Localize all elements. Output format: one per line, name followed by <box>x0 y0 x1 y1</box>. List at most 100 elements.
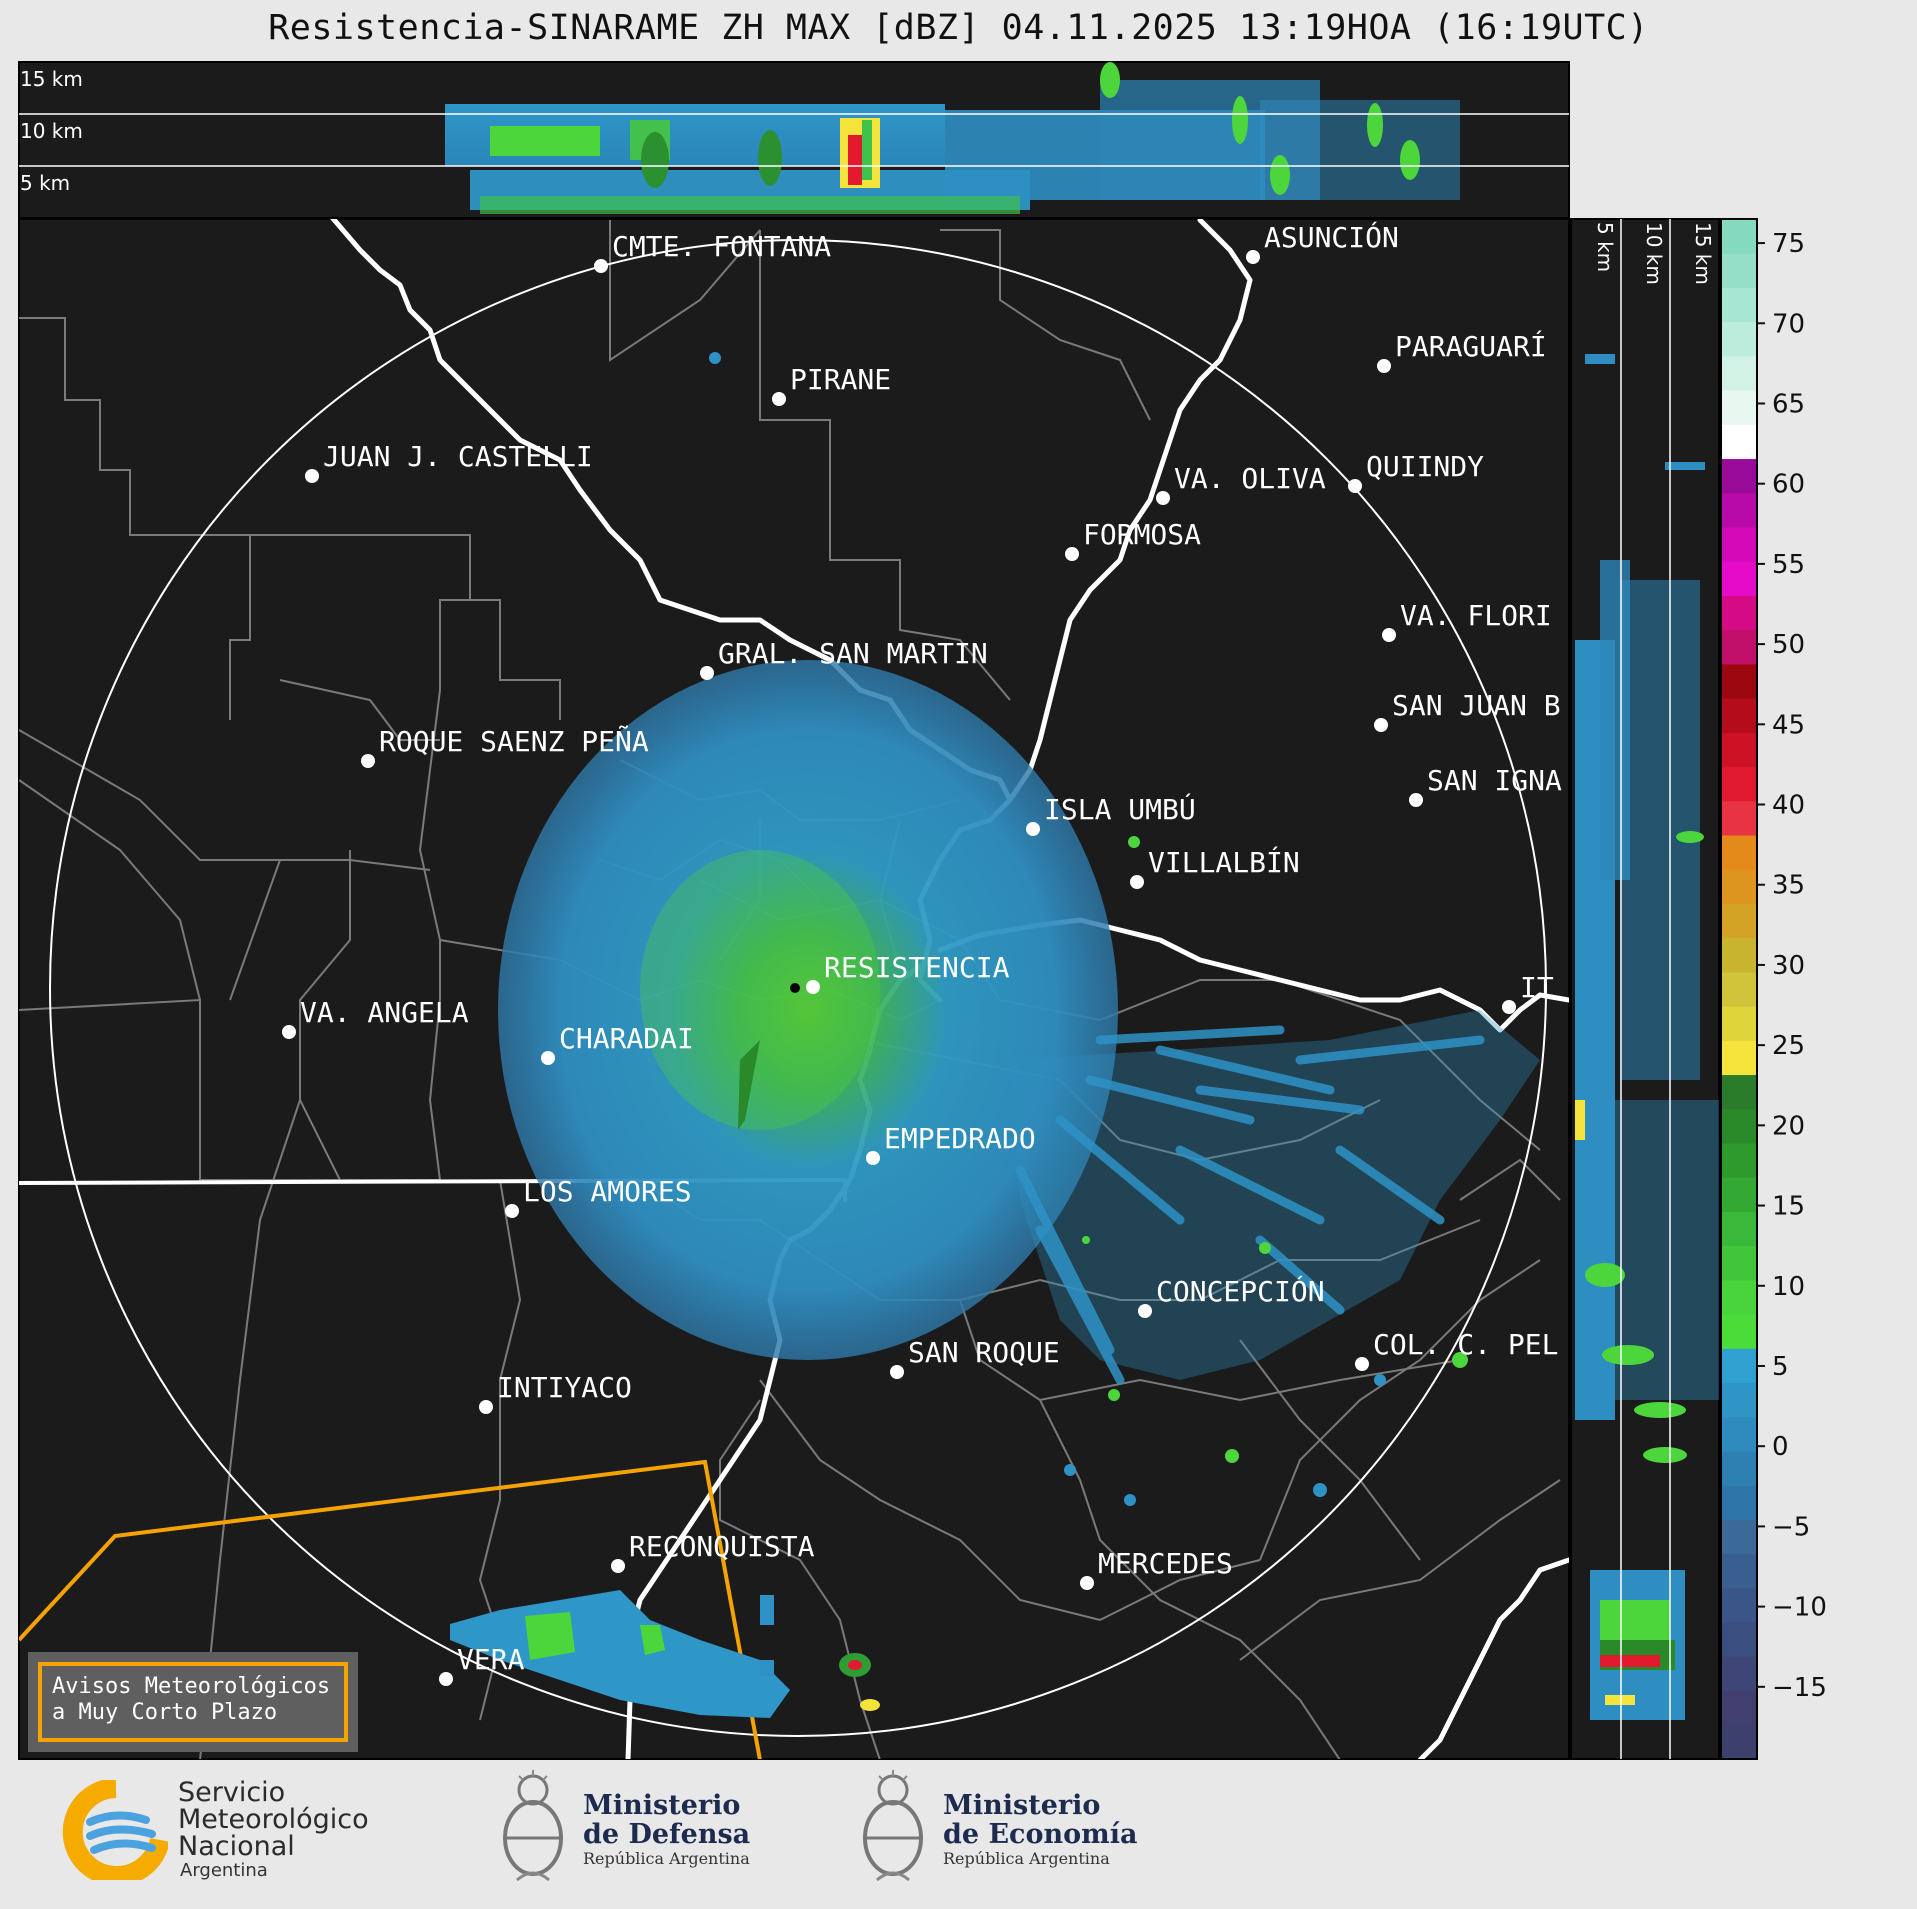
city-va-flori: VA. FLORI <box>1382 599 1552 642</box>
colorbar-bin <box>1721 458 1757 494</box>
city-dot <box>1080 1576 1094 1590</box>
colorbar-bin <box>1721 1177 1757 1212</box>
city-quiindy: QUIINDY <box>1348 450 1484 493</box>
colorbar-tick-label: −15 <box>1772 1673 1827 1703</box>
city-label: PARAGUARÍ <box>1395 329 1547 363</box>
city-dot <box>305 469 319 483</box>
city-dot <box>772 392 786 406</box>
colorbar-bin <box>1721 1279 1757 1315</box>
warning-line-1: Avisos Meteorológicos <box>52 1674 331 1699</box>
economia-sub: República Argentina <box>943 1849 1110 1868</box>
city-markers: CMTE. FONTANA ASUNCIÓN PIRANE PARAGUARÍ JUAN… <box>282 220 1562 1686</box>
colorbar-bin <box>1721 732 1757 768</box>
colorbar-bin <box>1721 1382 1757 1418</box>
colorbar-bin <box>1721 663 1757 699</box>
city-label: VA. OLIVA <box>1174 462 1326 495</box>
city-formosa: FORMOSA <box>1065 518 1201 561</box>
city-dot <box>866 1151 880 1165</box>
city-charadai: CHARADAI <box>541 1022 694 1065</box>
city-va-angela: VA. ANGELA <box>282 996 469 1039</box>
colorbar-bin <box>1721 1074 1757 1110</box>
top-label-10km: 10 km <box>20 119 83 143</box>
colorbar-tick-label: 10 <box>1772 1272 1805 1302</box>
city-dot <box>1026 822 1040 836</box>
top-label-15km: 15 km <box>20 67 83 91</box>
city-dot <box>1065 547 1079 561</box>
city-label: RECONQUISTA <box>629 1530 815 1563</box>
city-intiyaco: INTIYACO <box>479 1371 632 1414</box>
city-label: COL. C. PEL <box>1373 1328 1558 1361</box>
colorbar-tick-label: −5 <box>1772 1512 1810 1542</box>
national-coat-of-arms-icon <box>863 1770 923 1882</box>
colorbar-bin <box>1721 527 1757 562</box>
colorbar-bin <box>1721 1587 1757 1623</box>
city-isla-umbú: ISLA UMBÚ <box>1026 792 1196 836</box>
colorbar-tick-label: 5 <box>1772 1352 1789 1382</box>
national-coat-of-arms-icon <box>503 1770 563 1882</box>
city-san-roque: SAN ROQUE <box>890 1336 1060 1379</box>
city-label: RESISTENCIA <box>824 951 1010 984</box>
city-dot <box>1348 479 1362 493</box>
top-cross-section-panel: 15 km 10 km 5 km <box>18 61 1570 219</box>
defensa-line-1: Ministerio <box>583 1790 741 1821</box>
city-it: IT <box>1502 971 1554 1014</box>
city-label: VA. FLORI <box>1400 599 1552 632</box>
city-label: PIRANE <box>790 363 891 396</box>
colorbar-bin <box>1721 424 1757 460</box>
colorbar-bin <box>1721 1006 1757 1041</box>
colorbar-tick-label: 25 <box>1772 1031 1805 1061</box>
city-los-amores: LOS AMORES <box>505 1175 692 1218</box>
warning-polygon <box>19 1459 762 1759</box>
colorbar-bin <box>1721 219 1757 254</box>
city-label: ISLA UMBÚ <box>1044 792 1196 826</box>
city-roque-saenz-peña: ROQUE SAENZ PEÑA <box>361 724 649 768</box>
city-vera: VERA <box>439 1643 525 1686</box>
colorbar-tick-label: 40 <box>1772 791 1805 821</box>
radar-echoes <box>450 352 1540 1718</box>
city-label: CMTE. FONTANA <box>612 230 831 263</box>
colorbar-bin <box>1721 698 1757 733</box>
city-label: CHARADAI <box>559 1022 694 1055</box>
colorbar-bin <box>1721 1314 1757 1349</box>
city-label: MERCEDES <box>1098 1547 1233 1580</box>
radar-site-marker <box>790 983 800 993</box>
colorbar-bin <box>1721 1622 1757 1657</box>
city-asunción: ASUNCIÓN <box>1246 220 1399 264</box>
smn-logo: Servicio Meteorológico Nacional Argentin… <box>56 1770 369 1890</box>
colorbar-bin <box>1721 1348 1757 1384</box>
city-dot <box>1130 875 1144 889</box>
city-label: ROQUE SAENZ PEÑA <box>379 724 649 758</box>
colorbar-bin <box>1721 595 1757 631</box>
city-empedrado: EMPEDRADO <box>866 1122 1036 1165</box>
ministerio-defensa-logo: Ministerio de Defensa República Argentin… <box>495 1770 750 1890</box>
city-resistencia: RESISTENCIA <box>806 951 1010 994</box>
colorbar-bin <box>1721 1656 1757 1692</box>
colorbar-tick-label: 50 <box>1772 630 1805 660</box>
page-title: Resistencia-SINARAME ZH MAX [dBZ] 04.11.… <box>268 8 1649 48</box>
city-label: JUAN J. CASTELLI <box>323 440 593 473</box>
defensa-line-2: de Defensa <box>583 1819 751 1850</box>
colorbar-bin <box>1721 1211 1757 1247</box>
side-cross-section-panel: 5 km 10 km 15 km <box>1570 218 1720 1760</box>
city-reconquista: RECONQUISTA <box>611 1530 815 1573</box>
smn-line-4: Argentina <box>180 1859 268 1881</box>
city-dot <box>1377 359 1391 373</box>
colorbar-tick-label: −10 <box>1772 1593 1827 1623</box>
colorbar-bin <box>1721 800 1757 836</box>
colorbar-tick-label: 35 <box>1772 871 1805 901</box>
colorbar-bin <box>1721 1245 1757 1281</box>
city-dot <box>890 1365 904 1379</box>
top-label-5km: 5 km <box>20 171 70 195</box>
warning-info-box[interactable]: Avisos Meteorológicos a Muy Corto Plazo <box>28 1652 358 1752</box>
colorbar-bin <box>1721 1040 1757 1076</box>
city-dot <box>611 1559 625 1573</box>
colorbar-tick-label: 15 <box>1772 1192 1805 1222</box>
colorbar-tick-label: 30 <box>1772 951 1805 981</box>
city-col-c-pel: COL. C. PEL <box>1355 1328 1558 1371</box>
colorbar-bin <box>1721 1519 1757 1555</box>
city-villalbín: VILLALBÍN <box>1130 845 1300 889</box>
city-mercedes: MERCEDES <box>1080 1547 1233 1590</box>
colorbar-bin <box>1721 253 1757 288</box>
colorbar-bin <box>1721 1416 1757 1452</box>
